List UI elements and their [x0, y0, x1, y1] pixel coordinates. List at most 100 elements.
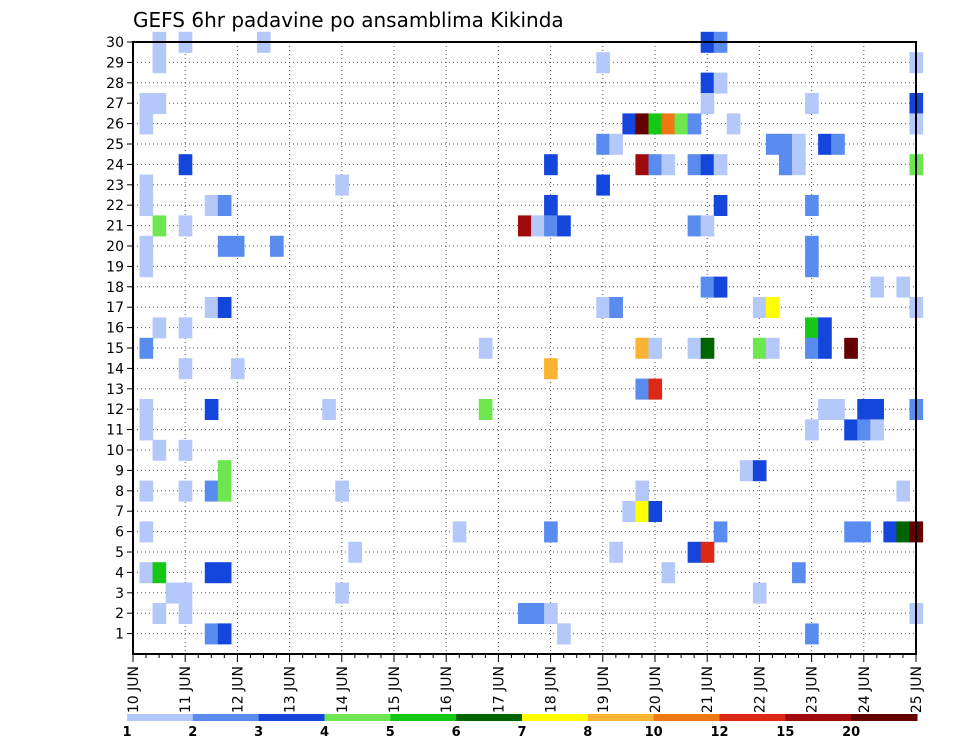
x-tick-label: 14 JUN	[335, 666, 351, 713]
precip-cell	[844, 521, 858, 542]
precip-cell	[479, 338, 493, 359]
precip-cell	[218, 562, 232, 583]
legend-swatch	[654, 714, 720, 721]
precip-cell	[153, 93, 167, 114]
precip-cell	[218, 236, 232, 257]
precip-cell	[753, 297, 767, 318]
legend-swatch	[522, 714, 588, 721]
y-tick-label: 10	[106, 443, 124, 459]
legend-label: 2	[188, 725, 197, 740]
legend-swatch	[325, 714, 391, 721]
precip-cell	[179, 154, 193, 175]
precip-cell	[544, 154, 558, 175]
x-tick-label: 13 JUN	[283, 666, 299, 713]
precip-cell	[622, 501, 636, 522]
legend-swatch	[127, 714, 193, 721]
precip-cell	[766, 134, 780, 155]
precip-cell	[140, 562, 154, 583]
legend-swatch	[259, 714, 325, 721]
precip-cell	[805, 338, 819, 359]
legend-label: 15	[776, 725, 794, 740]
precip-cell	[688, 542, 702, 563]
legend-label: 4	[320, 725, 329, 740]
precip-cell	[205, 481, 219, 502]
precip-cell	[870, 419, 884, 440]
precip-cell	[766, 297, 780, 318]
y-tick-label: 28	[106, 76, 124, 92]
precip-cell	[140, 481, 154, 502]
y-tick-label: 12	[106, 402, 124, 418]
y-tick-label: 24	[106, 157, 124, 173]
precip-cell	[635, 338, 649, 359]
precip-cell	[218, 460, 232, 481]
precip-cell	[740, 460, 754, 481]
y-tick-label: 3	[115, 586, 124, 602]
y-tick-label: 9	[115, 463, 124, 479]
y-tick-label: 1	[115, 627, 124, 643]
y-tick-label: 8	[115, 484, 124, 500]
precip-cell	[870, 277, 884, 298]
precip-cell	[166, 583, 180, 604]
precip-cell	[675, 113, 689, 134]
precip-cell	[479, 399, 493, 420]
precip-cell	[635, 501, 649, 522]
y-tick-label: 4	[115, 565, 124, 581]
precip-cell	[179, 215, 193, 236]
precip-cell	[831, 399, 845, 420]
precip-cell	[609, 542, 623, 563]
y-tick-label: 30	[106, 35, 124, 51]
precip-cell	[140, 256, 154, 277]
precip-cell	[609, 297, 623, 318]
y-tick-label: 17	[106, 300, 124, 316]
chart-title: GEFS 6hr padavine po ansamblima Kikinda	[133, 8, 564, 32]
precip-cell	[701, 277, 715, 298]
legend-label: 10	[645, 725, 663, 740]
precip-cell	[648, 113, 662, 134]
precip-cell	[205, 297, 219, 318]
precip-cell	[348, 542, 362, 563]
legend-swatch	[720, 714, 786, 721]
precip-cell	[688, 338, 702, 359]
precip-cell	[688, 215, 702, 236]
x-tick-label: 15 JUN	[387, 666, 403, 713]
precip-cell	[792, 154, 806, 175]
x-tick-label: 22 JUN	[752, 666, 768, 713]
y-tick-label: 2	[115, 606, 124, 622]
precip-cell	[635, 379, 649, 400]
y-tick-label: 21	[106, 219, 124, 235]
precip-cell	[140, 338, 154, 359]
x-tick-label: 19 JUN	[596, 666, 612, 713]
precip-cell	[231, 236, 245, 257]
precip-cell	[714, 154, 728, 175]
precip-cell	[701, 73, 715, 94]
precip-cell	[805, 317, 819, 338]
legend-label: 3	[254, 725, 263, 740]
precip-cell	[544, 521, 558, 542]
legend-swatch	[193, 714, 259, 721]
precip-cell	[140, 419, 154, 440]
precip-cell	[688, 154, 702, 175]
precip-cell	[818, 317, 832, 338]
y-tick-label: 23	[106, 178, 124, 194]
precip-cell	[205, 562, 219, 583]
legend-label: 20	[842, 725, 860, 740]
y-tick-label: 5	[115, 545, 124, 561]
precip-cell	[701, 93, 715, 114]
precip-cell	[805, 195, 819, 216]
precip-cell	[518, 603, 532, 624]
precip-cell	[231, 358, 245, 379]
precip-cell	[635, 481, 649, 502]
precip-cell	[544, 358, 558, 379]
y-tick-label: 15	[106, 341, 124, 357]
precip-cell	[153, 440, 167, 461]
precip-cell	[857, 521, 871, 542]
precip-cell	[544, 603, 558, 624]
y-tick-label: 25	[106, 137, 124, 153]
precip-cell	[648, 338, 662, 359]
precip-cell	[648, 379, 662, 400]
precip-cell	[205, 399, 219, 420]
precip-cell	[753, 338, 767, 359]
precip-cell	[662, 113, 676, 134]
x-tick-label: 21 JUN	[700, 666, 716, 713]
precip-cell	[805, 256, 819, 277]
